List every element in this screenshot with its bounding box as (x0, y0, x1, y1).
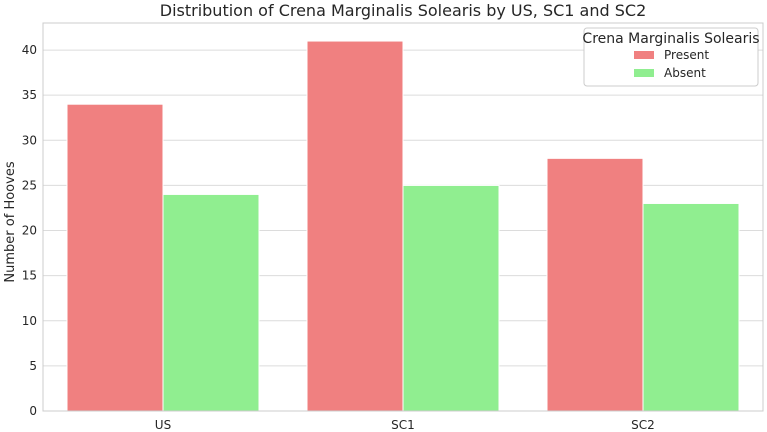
bars (66, 40, 740, 412)
bar-us-present (66, 103, 164, 412)
y-tick-label-5: 5 (29, 359, 37, 373)
y-tick-label-15: 15 (22, 269, 37, 283)
x-axis-ticks: US SC1 SC2 (155, 418, 655, 432)
legend-box (583, 27, 759, 87)
x-tick-label-us: US (155, 418, 171, 432)
y-tick-label-20: 20 (22, 224, 37, 238)
y-axis-label: Number of Hooves (3, 161, 18, 282)
y-tick-label-30: 30 (22, 133, 37, 147)
legend: Crena Marginalis Solearis Present Absent (582, 27, 760, 87)
y-tick-label-0: 0 (29, 404, 37, 418)
chart-title: Distribution of Crena Marginalis Soleari… (160, 1, 647, 20)
y-tick-label-40: 40 (22, 43, 37, 57)
legend-label-present: Present (664, 48, 709, 62)
y-axis-ticks: 0 5 10 15 20 25 30 35 40 (22, 43, 37, 418)
bar-sc1-absent (402, 184, 500, 412)
y-tick-label-10: 10 (22, 314, 37, 328)
y-tick-label-25: 25 (22, 178, 37, 192)
legend-swatch-absent (634, 69, 654, 77)
x-tick-label-sc2: SC2 (631, 418, 655, 432)
bar-us-absent (162, 193, 260, 412)
plot-frame (42, 22, 764, 412)
bar-sc2-absent (642, 202, 740, 412)
legend-swatch-present (634, 51, 654, 59)
y-tick-label-35: 35 (22, 88, 37, 102)
bar-sc1-present (306, 40, 404, 412)
x-tick-label-sc1: SC1 (391, 418, 415, 432)
bar-sc2-present (546, 157, 644, 412)
legend-label-absent: Absent (664, 66, 706, 80)
legend-title: Crena Marginalis Solearis (582, 31, 759, 47)
